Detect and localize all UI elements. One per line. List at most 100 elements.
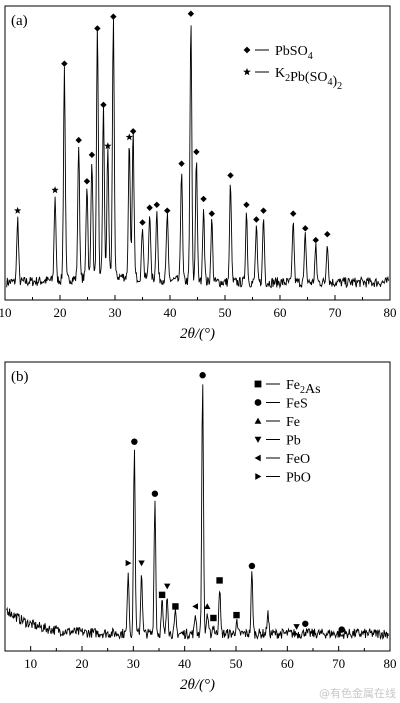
legend-label: FeS	[286, 397, 308, 412]
x-tick-label: 40	[164, 305, 177, 320]
peak-marker-circle	[131, 438, 138, 445]
peak-marker-diamond	[139, 219, 146, 226]
legend-item: Pb	[254, 434, 301, 449]
legend: PbSO4 K2Pb(SO4)2	[243, 44, 342, 92]
peak-marker-star	[125, 133, 133, 141]
peak-marker-circle	[338, 626, 345, 633]
peak-marker-diamond	[324, 231, 331, 238]
legend-label: Fe2As	[286, 378, 321, 397]
x-axis: 10 20 30 40 50 60 70 80	[0, 295, 397, 320]
peak-marker-diamond	[312, 236, 319, 244]
peak-marker-diamond	[193, 148, 200, 156]
peak-marker-diamond	[290, 210, 297, 217]
peak-marker-triangle-left	[192, 603, 199, 610]
peak-marker-circle	[302, 620, 309, 627]
legend-marker-triangle-left	[254, 454, 261, 462]
peak-marker-square	[210, 614, 217, 622]
peak-marker-diamond	[208, 210, 215, 217]
plot-frame	[4, 361, 391, 652]
legend-marker-triangle-right	[255, 473, 262, 480]
peak-marker-star	[104, 142, 112, 150]
x-tick-label: 80	[384, 305, 397, 320]
x-tick-label: 20	[76, 656, 89, 671]
legend-item: PbO	[255, 471, 311, 486]
legend-marker-star	[243, 67, 251, 76]
peak-marker-square	[233, 611, 240, 619]
x-tick-label: 40	[178, 656, 191, 671]
peak-marker-diamond	[146, 204, 153, 211]
legend-item: Fe2As	[254, 378, 321, 397]
peak-marker-diamond	[243, 201, 250, 208]
legend-label: K2Pb(SO4)2	[275, 66, 342, 92]
peak-marker-triangle-up	[204, 603, 211, 609]
chart-panel-a: 10 20 30 40 50 60 70 80 2θ/(°) (a) PbSO4 K2Pb(SO4)2	[0, 5, 397, 342]
x-tick-label: 70	[332, 656, 345, 671]
peak-marker-square	[158, 591, 166, 599]
peak-marker-triangle-down	[164, 583, 171, 590]
peak-marker-diamond	[61, 60, 68, 67]
legend-marker-diamond	[243, 46, 251, 54]
peak-marker-diamond	[75, 136, 82, 144]
peak-marker-square	[216, 577, 223, 584]
legend-item: FeS	[254, 397, 308, 412]
x-axis-label: 2θ/(°)	[180, 326, 215, 342]
legend-label: PbO	[286, 471, 311, 486]
legend-item: Fe	[254, 415, 300, 430]
x-tick-label: 80	[384, 656, 397, 671]
legend-item: K2Pb(SO4)2	[243, 66, 342, 92]
peak-marker-diamond	[178, 160, 185, 167]
peak-marker-diamond	[100, 101, 107, 109]
peak-marker-circle	[199, 372, 206, 379]
peak-marker-circle	[151, 490, 159, 497]
panels: 10 20 30 40 50 60 70 80 2θ/(°) (a) PbSO4 K2Pb(SO4)2…	[0, 5, 397, 693]
watermark: @有色金属在线	[319, 686, 396, 700]
x-axis-label: 2θ/(°)	[180, 677, 215, 693]
xrd-pattern-line	[6, 18, 389, 289]
panel-label: (a)	[11, 13, 28, 29]
peak-marker-circle	[248, 562, 256, 570]
peak-marker-triangle-down	[293, 624, 300, 630]
peak-markers	[14, 10, 331, 244]
panel-label: (b)	[11, 369, 29, 385]
peak-marker-diamond	[129, 128, 137, 135]
legend-marker-triangle-up	[254, 417, 262, 424]
peak-marker-diamond	[200, 195, 207, 203]
legend-marker-triangle-down	[254, 436, 262, 443]
peak-marker-diamond	[88, 151, 96, 159]
x-tick-label: 70	[329, 305, 342, 320]
peak-marker-diamond	[110, 13, 117, 20]
peak-marker-diamond	[94, 25, 101, 32]
legend-label: Pb	[286, 434, 301, 449]
x-tick-label: 50	[230, 656, 243, 671]
legend-marker-circle	[254, 399, 262, 406]
legend-item: FeO	[254, 452, 310, 467]
peak-marker-triangle-right	[125, 559, 132, 567]
peak-marker-star	[14, 206, 22, 214]
peak-marker-diamond	[164, 207, 171, 214]
x-tick-label: 30	[127, 656, 140, 671]
x-tick-label: 10	[24, 656, 37, 671]
peak-marker-square	[172, 603, 179, 610]
peak-marker-diamond	[83, 178, 91, 185]
peak-marker-diamond	[187, 10, 195, 17]
xrd-pattern-line	[6, 384, 389, 641]
legend-label: Fe	[286, 415, 300, 430]
peak-marker-diamond	[253, 216, 260, 223]
peak-marker-diamond	[302, 225, 309, 232]
x-axis: 10 20 30 40 50 60 70 80	[4, 646, 397, 671]
x-tick-label: 20	[54, 305, 67, 320]
peak-marker-star	[51, 186, 59, 194]
legend-marker-square	[254, 380, 262, 388]
peak-marker-diamond	[153, 201, 160, 208]
x-tick-label: 10	[0, 305, 12, 320]
legend-label: FeO	[286, 452, 310, 467]
peak-marker-triangle-down	[138, 560, 145, 567]
peak-marker-diamond	[260, 207, 267, 214]
peak-marker-diamond	[227, 172, 234, 179]
x-tick-label: 30	[109, 305, 122, 320]
legend-label: PbSO4	[275, 44, 313, 62]
legend-item: PbSO4	[243, 44, 313, 62]
